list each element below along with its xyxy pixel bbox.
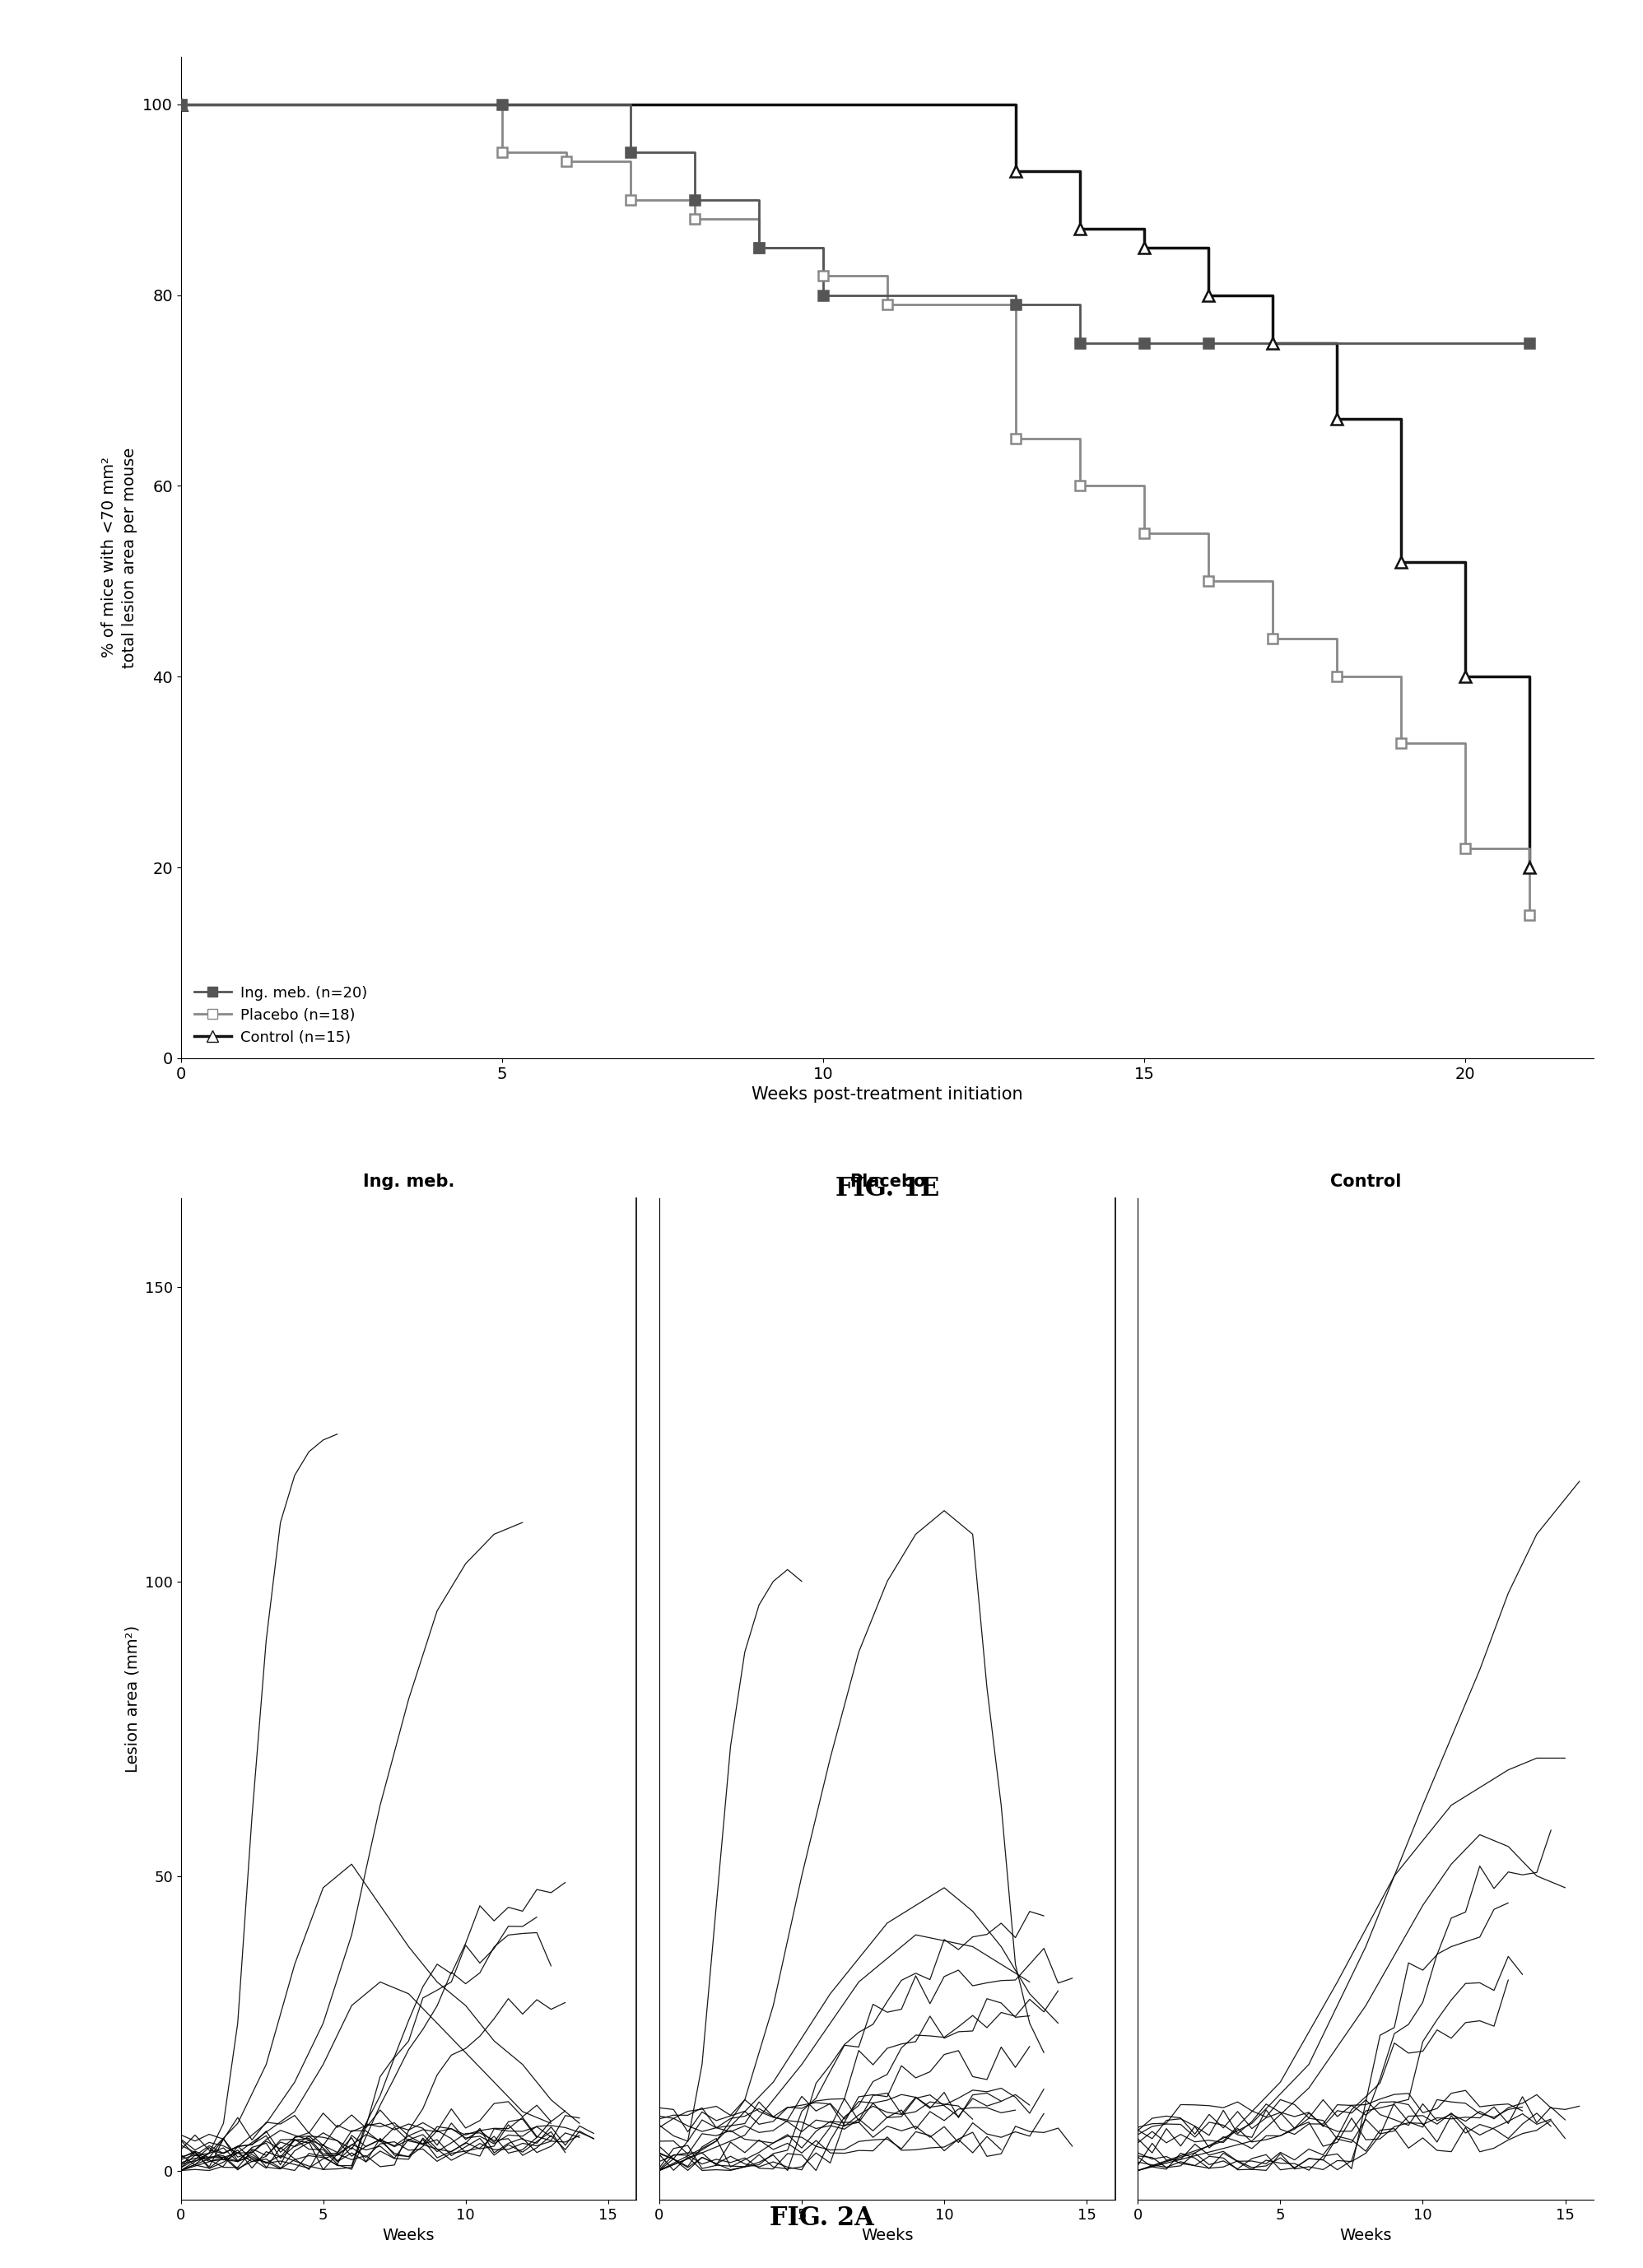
Text: FIG. 1E: FIG. 1E <box>835 1175 940 1202</box>
X-axis label: Weeks post-treatment initiation: Weeks post-treatment initiation <box>751 1086 1024 1102</box>
Title: Ing. meb.: Ing. meb. <box>363 1175 455 1191</box>
X-axis label: Weeks: Weeks <box>1339 2227 1392 2243</box>
Y-axis label: % of mice with <70 mm²
total lesion area per mouse: % of mice with <70 mm² total lesion area… <box>102 447 138 667</box>
Legend: Ing. meb. (n=20), Placebo (n=18), Control (n=15): Ing. meb. (n=20), Placebo (n=18), Contro… <box>189 980 373 1050</box>
Y-axis label: Lesion area (mm²): Lesion area (mm²) <box>125 1626 140 1774</box>
Title: Placebo: Placebo <box>849 1175 925 1191</box>
X-axis label: Weeks: Weeks <box>861 2227 914 2243</box>
Text: FIG. 2A: FIG. 2A <box>769 2204 874 2232</box>
X-axis label: Weeks: Weeks <box>383 2227 435 2243</box>
Title: Control: Control <box>1331 1175 1401 1191</box>
